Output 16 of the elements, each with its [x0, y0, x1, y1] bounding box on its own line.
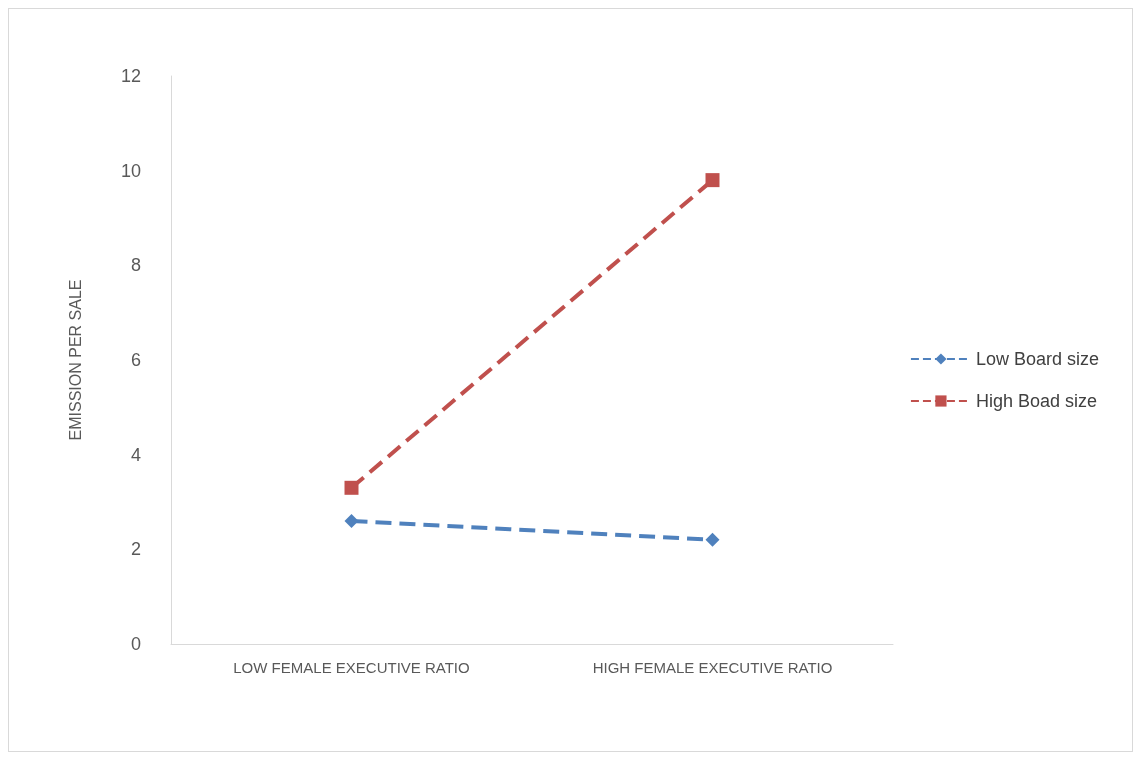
point: [705, 173, 720, 188]
point: [344, 513, 359, 528]
y-tick-label: 0: [130, 634, 141, 654]
y-tick-label: 4: [130, 444, 141, 465]
y-tick-label: 2: [130, 539, 141, 560]
x-tick-label: LOW FEMALE EXECUTIVE RATIO: [233, 659, 470, 676]
legend-label: High Boad size: [975, 391, 1098, 411]
y-tick-label: 6: [130, 350, 141, 370]
y-axis-title: EMISSION PER SALE: [66, 279, 84, 441]
point: [344, 480, 359, 495]
y-tick-label: 8: [130, 255, 141, 276]
point: [705, 532, 720, 547]
legend-label: Low Board size: [975, 349, 1100, 369]
x-tick-label: HIGH FEMALE EXECUTIVE RATIO: [592, 659, 833, 676]
y-tick-label: 10: [120, 160, 141, 181]
y-tick-label: 12: [120, 66, 141, 86]
